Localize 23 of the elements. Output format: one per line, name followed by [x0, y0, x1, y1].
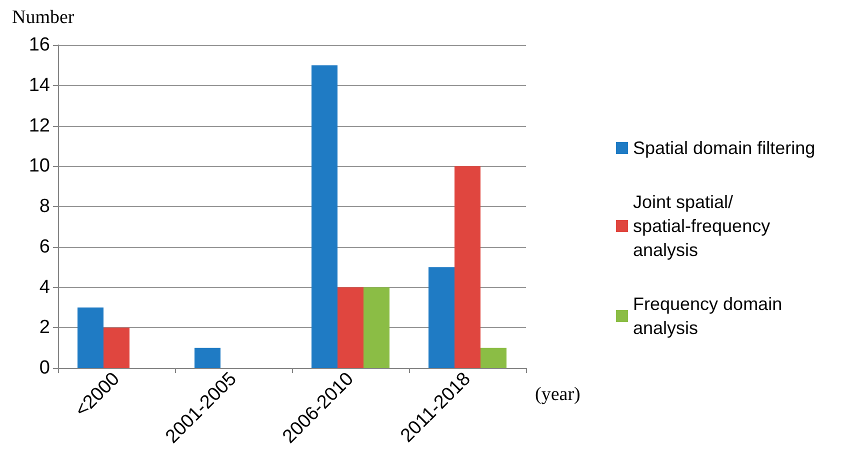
y-tick-label: 4	[39, 276, 50, 298]
bar	[480, 348, 506, 368]
bar	[194, 348, 220, 368]
y-tick-label: 2	[39, 317, 50, 338]
bar	[364, 287, 390, 368]
legend-label: Joint spatial/spatial-frequency analysis	[633, 192, 776, 260]
y-tick-label: 6	[39, 236, 50, 258]
x-axis-title: (year)	[535, 384, 580, 405]
legend-label: Spatial domain filtering	[633, 138, 816, 158]
y-axis-title: Number	[12, 7, 75, 28]
legend-label: Frequency domain analysis	[633, 294, 788, 338]
bar	[78, 307, 104, 368]
y-tick-label: 12	[28, 115, 50, 136]
y-tick-label: 0	[39, 358, 50, 378]
y-tick-label: 10	[28, 156, 50, 177]
bar	[104, 328, 130, 368]
bar	[312, 65, 338, 368]
y-tick-label: 14	[28, 74, 50, 96]
y-tick-label: 8	[39, 196, 50, 217]
y-tick-label: 16	[28, 34, 50, 56]
bar	[338, 287, 364, 368]
bar	[428, 267, 454, 368]
bar	[454, 166, 480, 368]
